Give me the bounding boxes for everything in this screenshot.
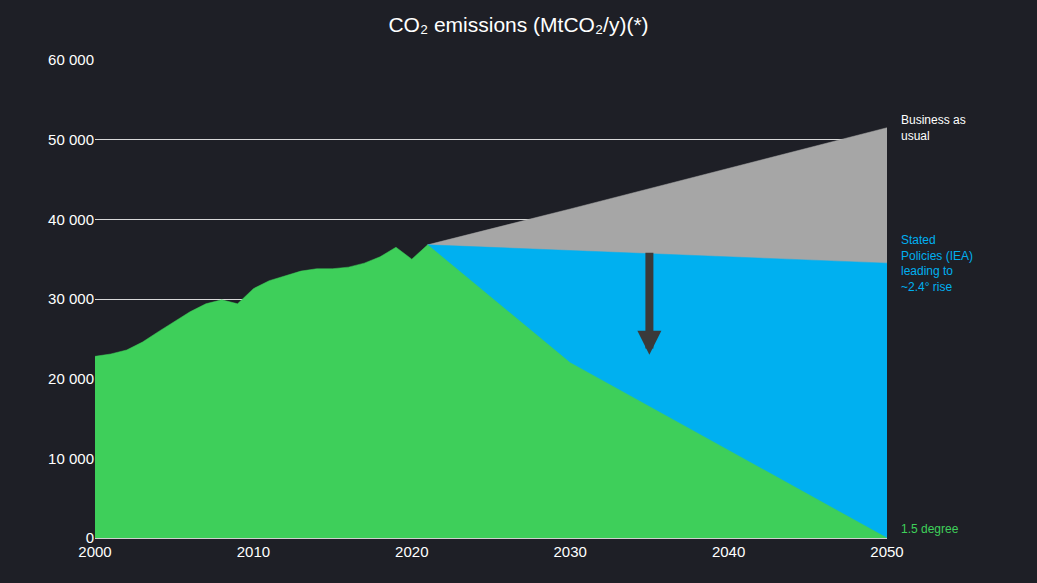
svg-text:2000: 2000 bbox=[78, 543, 111, 560]
svg-text:2040: 2040 bbox=[712, 543, 745, 560]
svg-text:StatedPolicies (IEA)leading to: StatedPolicies (IEA)leading to~2.4° rise bbox=[901, 233, 973, 294]
svg-text:1.5 degree: 1.5 degree bbox=[901, 522, 959, 536]
svg-text:10 000: 10 000 bbox=[48, 450, 94, 467]
svg-text:2020: 2020 bbox=[395, 543, 428, 560]
svg-text:0: 0 bbox=[86, 529, 94, 546]
svg-text:Business asusual: Business asusual bbox=[901, 113, 966, 143]
svg-text:2010: 2010 bbox=[237, 543, 270, 560]
svg-text:60 000: 60 000 bbox=[48, 51, 94, 68]
svg-text:30 000: 30 000 bbox=[48, 290, 94, 307]
svg-text:50 000: 50 000 bbox=[48, 131, 94, 148]
svg-text:2030: 2030 bbox=[554, 543, 587, 560]
svg-text:20 000: 20 000 bbox=[48, 370, 94, 387]
svg-text:40 000: 40 000 bbox=[48, 211, 94, 228]
svg-text:2050: 2050 bbox=[870, 543, 903, 560]
svg-text:CO₂ emissions (MtCO₂/y)(*): CO₂ emissions (MtCO₂/y)(*) bbox=[388, 13, 648, 36]
